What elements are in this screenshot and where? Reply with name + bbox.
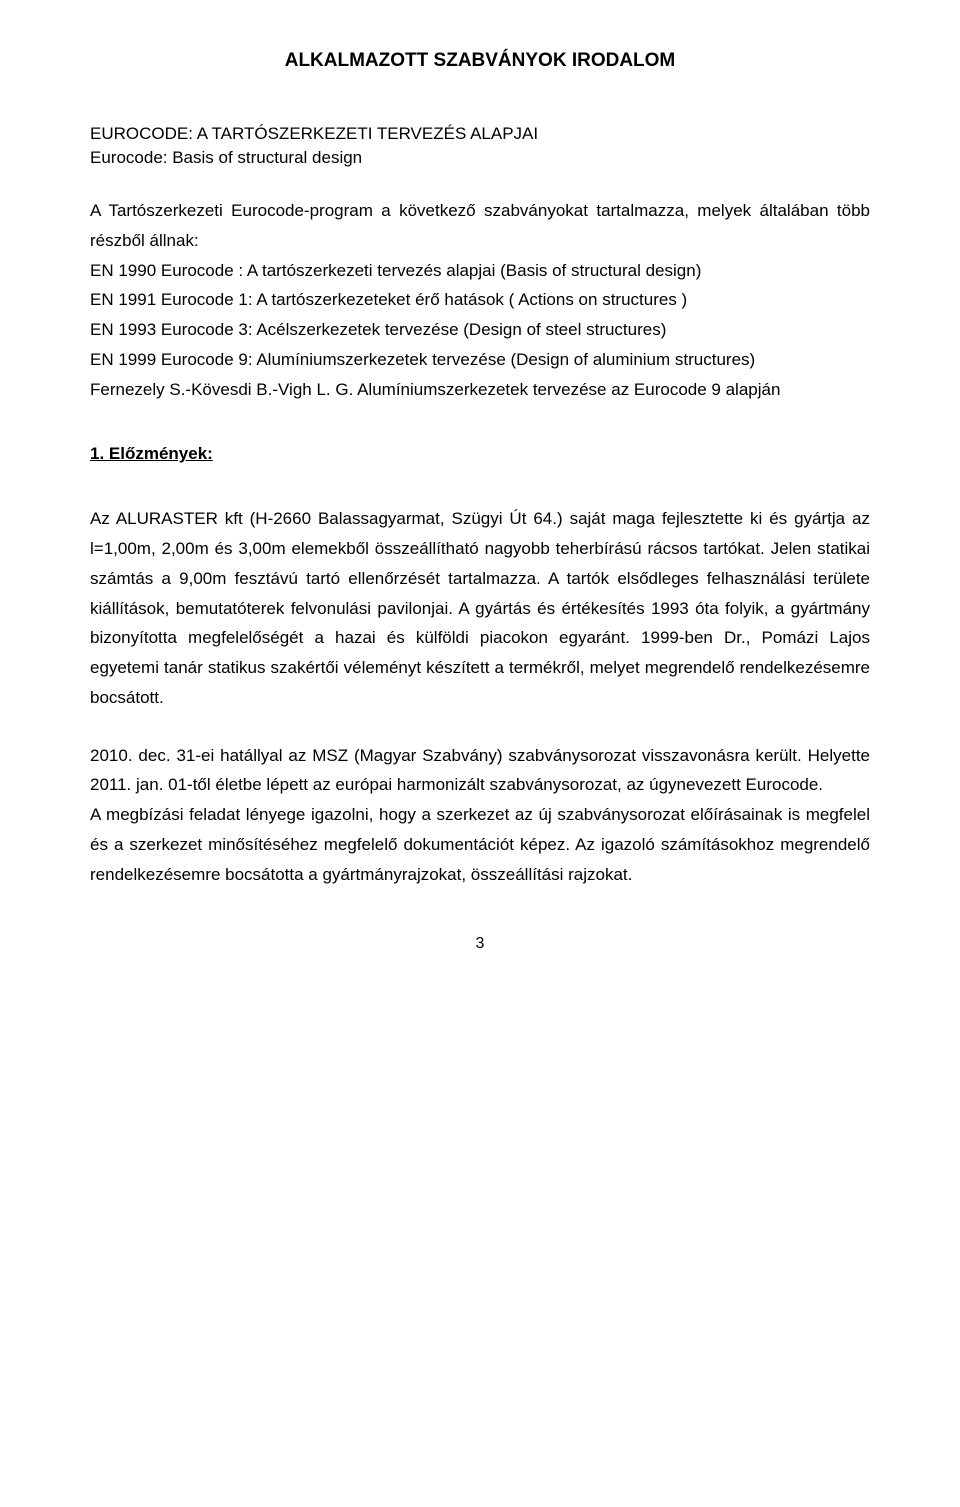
intro-paragraph: A Tartószerkezeti Eurocode-program a köv… [90,196,870,256]
section-1-label: 1. Előzmények: [90,444,870,464]
eurocode-heading: EUROCODE: A TARTÓSZERKEZETI TERVEZÉS ALA… [90,124,870,144]
document-title: ALKALMAZOTT SZABVÁNYOK IRODALOM [90,50,870,72]
paragraph-4: A megbízási feladat lényege igazolni, ho… [90,800,870,889]
paragraph-3: 2010. dec. 31-ei hatállyal az MSZ (Magya… [90,741,870,801]
eurocode-subheading: Eurocode: Basis of structural design [90,148,870,168]
eurocode-list: EN 1990 Eurocode : A tartószerkezeti ter… [90,256,870,405]
page-number: 3 [90,935,870,953]
paragraph-2: Az ALURASTER kft (H-2660 Balassagyarmat,… [90,504,870,712]
